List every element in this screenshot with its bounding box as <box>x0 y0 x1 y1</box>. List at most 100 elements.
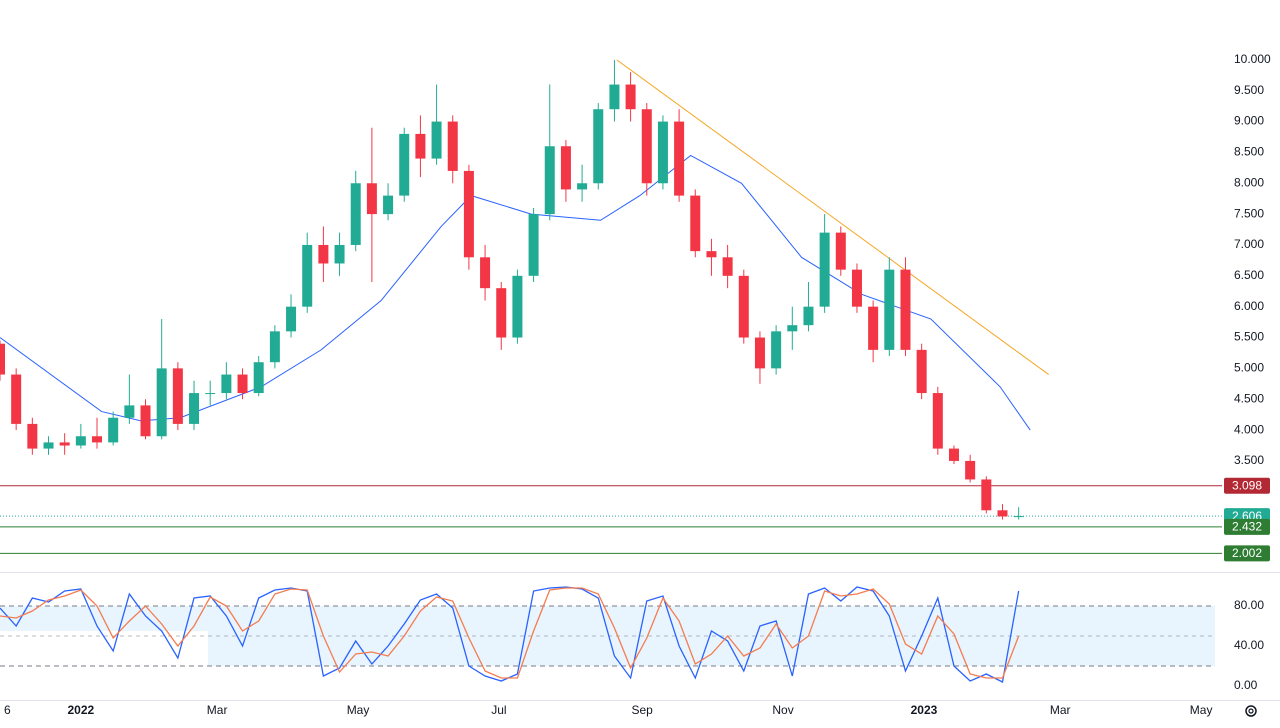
candle-body <box>415 133 426 159</box>
oscillator-tick-label: 0.00 <box>1234 678 1258 692</box>
candle-body <box>560 146 571 190</box>
candle-body <box>900 269 911 350</box>
candle-body <box>92 436 103 443</box>
y-tick-label: 7.500 <box>1234 206 1264 220</box>
y-tick-label: 4.000 <box>1234 422 1264 436</box>
candle-body <box>803 306 814 326</box>
candle-body <box>851 269 862 307</box>
candle-body <box>997 510 1008 517</box>
settings-icon[interactable] <box>1245 705 1257 717</box>
y-tick-label: 9.500 <box>1234 83 1264 97</box>
candle-body <box>399 133 410 196</box>
candle-body <box>593 109 604 184</box>
candle-body <box>11 374 22 424</box>
candle-body <box>350 183 361 245</box>
candle-body <box>884 269 895 350</box>
gear-hub <box>1248 708 1254 714</box>
y-tick-label: 7.000 <box>1234 237 1264 251</box>
candle-body <box>512 275 523 338</box>
candle-body <box>366 183 377 215</box>
candle-body <box>431 121 442 159</box>
price-tag-label: 3.098 <box>1232 478 1262 492</box>
candle-body <box>981 479 992 511</box>
oscillator-band <box>207 606 1215 666</box>
candle-body <box>722 257 733 276</box>
candle-body <box>932 393 943 449</box>
y-tick-label: 8.500 <box>1234 145 1264 159</box>
x-tick-label: Nov <box>772 703 793 717</box>
y-tick-label: 6.500 <box>1234 268 1264 282</box>
trendline <box>616 59 1049 375</box>
candle-body <box>948 448 959 461</box>
price-tag <box>1224 477 1270 494</box>
candle-body <box>27 423 38 449</box>
candle-body <box>205 393 216 395</box>
price-tag-label: 2.432 <box>1232 520 1262 534</box>
candle-body <box>253 362 264 394</box>
candle-body <box>480 257 491 289</box>
candle-body <box>75 436 86 446</box>
candle-body <box>657 121 668 184</box>
x-tick-label: Sep <box>631 703 653 717</box>
x-tick-label: May <box>347 703 370 717</box>
oscillator-line <box>0 587 1020 679</box>
candle-body <box>447 121 458 171</box>
y-tick-label: 5.000 <box>1234 361 1264 375</box>
candle-body <box>528 214 539 276</box>
candle-body <box>286 306 297 332</box>
candle-body <box>269 331 280 363</box>
candle-body <box>463 170 474 258</box>
candle-body <box>544 146 555 215</box>
candle-body <box>738 275 749 338</box>
candle-body <box>577 183 588 190</box>
candle-body <box>59 442 70 446</box>
y-tick-label: 6.000 <box>1234 299 1264 313</box>
candle-body <box>965 460 976 480</box>
x-tick-label: May <box>1190 703 1213 717</box>
candle-body <box>156 368 167 437</box>
candle-body <box>787 325 798 332</box>
candle-body <box>674 121 685 196</box>
candle-body <box>641 109 652 184</box>
candle-body <box>690 195 701 252</box>
candle-body <box>771 331 782 369</box>
price-tag <box>1224 518 1270 535</box>
candle-body <box>189 393 200 424</box>
candle-body <box>868 306 879 350</box>
candle-body <box>43 442 54 449</box>
x-tick-label: Jul <box>491 703 506 717</box>
y-tick-label: 10.000 <box>1234 52 1271 66</box>
candle-body <box>706 251 717 258</box>
oscillator-tick-label: 80.00 <box>1234 598 1264 612</box>
x-tick-label: Mar <box>207 703 228 717</box>
candle-body <box>835 232 846 270</box>
oscillator-tick-label: 40.00 <box>1234 638 1264 652</box>
candle-body <box>383 195 394 215</box>
candle-body <box>916 349 927 394</box>
candle-body <box>1013 516 1024 518</box>
y-tick-label: 9.000 <box>1234 114 1264 128</box>
candle-body <box>754 337 765 369</box>
y-tick-label: 5.500 <box>1234 330 1264 344</box>
y-tick-label: 3.500 <box>1234 453 1264 467</box>
candle-body <box>0 343 5 375</box>
y-tick-label: 8.000 <box>1234 175 1264 189</box>
candle-body <box>318 244 329 264</box>
candle-body <box>237 374 248 394</box>
candle-body <box>302 244 313 307</box>
candle-body <box>221 374 232 394</box>
price-tag-label: 2.002 <box>1232 546 1262 560</box>
candle-body <box>140 405 151 437</box>
candle-body <box>334 244 345 264</box>
x-tick-label: 6 <box>4 703 11 717</box>
gear <box>1245 705 1257 717</box>
candle-body <box>609 84 620 110</box>
candle-body <box>108 417 119 443</box>
price-tag <box>1224 545 1270 562</box>
candle-body <box>496 288 507 338</box>
candle-body <box>172 368 183 424</box>
y-tick-label: 4.500 <box>1234 391 1264 405</box>
candle-body <box>124 405 135 418</box>
